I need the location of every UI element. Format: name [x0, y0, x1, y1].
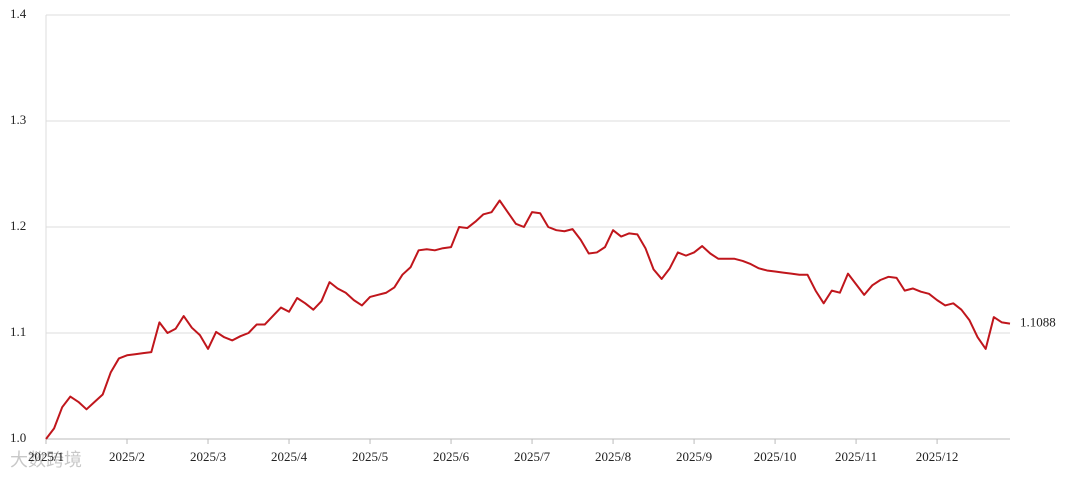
x-tick-label: 2025/4 — [271, 449, 308, 464]
x-tick-label: 2025/7 — [514, 449, 551, 464]
x-tick-label: 2025/8 — [595, 449, 631, 464]
x-tick-label: 2025/9 — [676, 449, 712, 464]
y-tick-label: 1.1 — [10, 324, 26, 339]
y-tick-label: 1.0 — [10, 430, 26, 445]
y-tick-label: 1.2 — [10, 218, 26, 233]
x-tick-label: 2025/12 — [916, 449, 959, 464]
x-tick-label: 2025/10 — [754, 449, 797, 464]
x-tick-label: 2025/3 — [190, 449, 226, 464]
watermark: 大数跨境 — [10, 450, 82, 471]
y-tick-label: 1.3 — [10, 112, 26, 127]
line-series — [45, 199, 1011, 440]
x-tick-label: 2025/2 — [109, 449, 145, 464]
y-tick-label: 1.4 — [10, 6, 27, 21]
end-label: 1.1088 — [1020, 315, 1056, 330]
x-tick-label: 2025/11 — [835, 449, 877, 464]
x-tick-label: 2025/1 — [28, 449, 64, 464]
x-tick-label: 2025/6 — [433, 449, 470, 464]
x-tick-label: 2025/5 — [352, 449, 388, 464]
